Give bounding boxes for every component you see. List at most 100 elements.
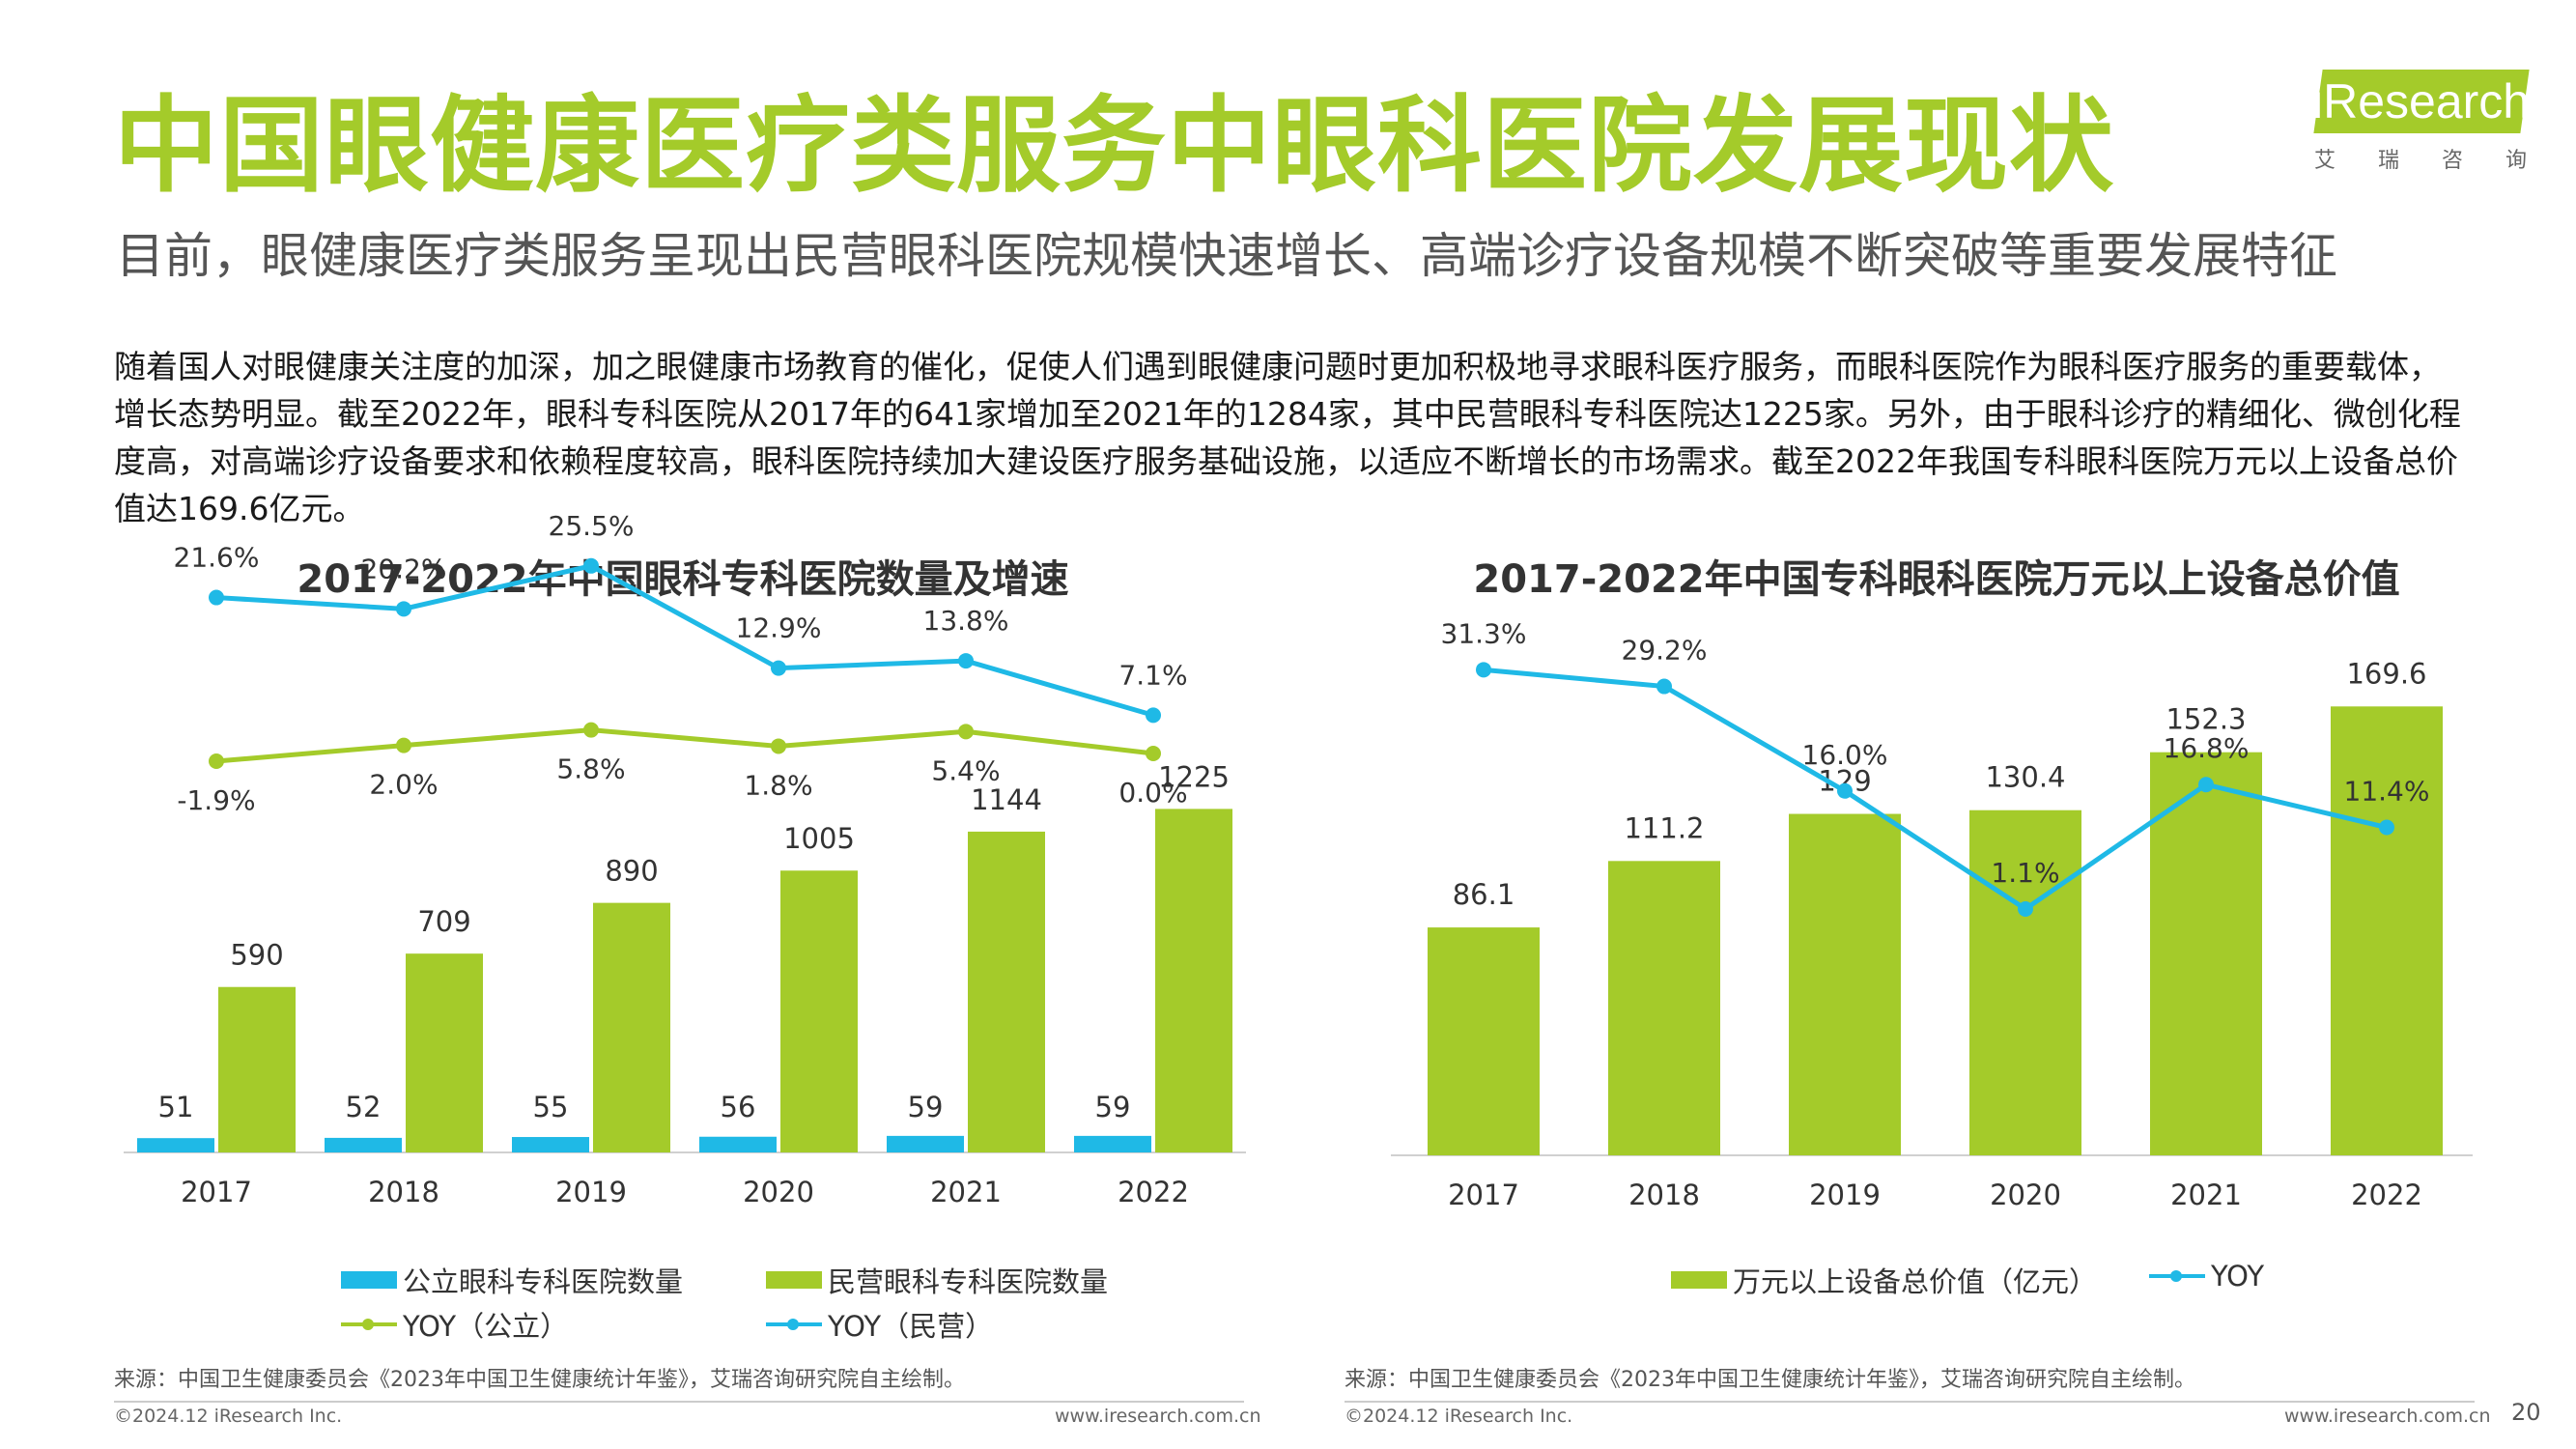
yoy-private-label: 25.5% bbox=[549, 510, 635, 542]
bar-public-2020 bbox=[699, 1136, 777, 1152]
logo-char: 咨 bbox=[2441, 149, 2463, 173]
bar-label-private: 1005 bbox=[783, 822, 855, 855]
bar-label-private: 1225 bbox=[1158, 760, 1230, 793]
bar-private-2020 bbox=[780, 870, 858, 1152]
legend-swatch bbox=[2149, 1267, 2205, 1285]
bar-public-2019 bbox=[512, 1137, 589, 1152]
footer-copyright: ©2024.12 iResearch Inc. bbox=[1345, 1406, 1573, 1427]
yoy-public-point bbox=[583, 722, 599, 738]
x-tick-label: 2017 bbox=[1448, 1179, 1519, 1211]
right-chart-title: 2017-2022年中国专科眼科医院万元以上设备总价值 bbox=[1473, 557, 2400, 602]
bar-private-2021 bbox=[968, 831, 1045, 1152]
yoy-label: 31.3% bbox=[1441, 617, 1527, 649]
footer-divider bbox=[1345, 1401, 2475, 1403]
legend-public-hospitals: 公立眼科专科医院数量 bbox=[341, 1260, 683, 1300]
legend-equipment-value: 万元以上设备总价值（亿元） bbox=[1671, 1260, 2097, 1300]
right-chart-source: 来源：中国卫生健康委员会《2023年中国卫生健康统计年鉴》，艾瑞咨询研究院自主绘… bbox=[1345, 1368, 2195, 1392]
yoy-public-label: 0.0% bbox=[1118, 777, 1187, 809]
legend-label: YOY bbox=[2211, 1260, 2265, 1293]
legend-yoy-private: YOY（民营） bbox=[766, 1304, 993, 1345]
bar-label-public: 59 bbox=[1095, 1091, 1131, 1123]
page-title: 中国眼健康医疗类服务中眼科医院发展现状 bbox=[114, 86, 2115, 207]
yoy-private-point bbox=[209, 589, 224, 606]
legend-swatch bbox=[341, 1316, 397, 1333]
legend-label: 民营眼科专科医院数量 bbox=[828, 1265, 1109, 1298]
bar-public-2018 bbox=[325, 1137, 402, 1152]
yoy-public-line bbox=[215, 727, 1154, 764]
legend-label: YOY（公立） bbox=[403, 1310, 569, 1343]
bar-label-public: 52 bbox=[346, 1091, 382, 1123]
bar-label-equipment: 111.2 bbox=[1624, 811, 1704, 844]
footer-copyright: ©2024.12 iResearch Inc. bbox=[114, 1406, 343, 1427]
yoy-public-point bbox=[396, 737, 411, 753]
yoy-point bbox=[2198, 777, 2214, 793]
bar-label-equipment: 130.4 bbox=[1985, 761, 2065, 794]
logo-wordmark: iResearch bbox=[2312, 74, 2531, 128]
bar-private-2019 bbox=[593, 902, 670, 1152]
bar-equipment-2018 bbox=[1608, 861, 1720, 1155]
legend-swatch bbox=[1671, 1271, 1727, 1289]
yoy-public-point bbox=[1146, 746, 1161, 761]
page-number: 20 bbox=[2511, 1399, 2541, 1426]
bar-label-private: 890 bbox=[605, 855, 658, 888]
legend-label: YOY（民营） bbox=[828, 1310, 994, 1343]
x-tick-label: 2020 bbox=[743, 1176, 814, 1208]
bar-label-private: 1144 bbox=[971, 783, 1042, 816]
bar-label-equipment: 169.6 bbox=[2346, 657, 2426, 690]
yoy-public-point bbox=[958, 724, 974, 740]
bar-label-equipment: 152.3 bbox=[2166, 703, 2246, 736]
footer-divider bbox=[114, 1401, 1244, 1403]
yoy-private-label: 12.9% bbox=[736, 612, 822, 644]
logo-char: 艾 bbox=[2314, 149, 2336, 173]
yoy-point bbox=[1837, 782, 1853, 799]
x-tick-label: 2022 bbox=[1118, 1176, 1189, 1208]
bar-label-public: 55 bbox=[533, 1091, 569, 1123]
yoy-label: 1.1% bbox=[1991, 857, 2059, 889]
footer-website: www.iresearch.com.cn bbox=[1055, 1406, 1261, 1427]
x-tick-label: 2019 bbox=[1809, 1179, 1881, 1211]
bar-private-2017 bbox=[218, 986, 296, 1152]
legend-swatch bbox=[341, 1271, 397, 1289]
x-tick-label: 2022 bbox=[2351, 1179, 2422, 1211]
legend-label: 公立眼科专科医院数量 bbox=[403, 1265, 684, 1298]
bar-equipment-2020 bbox=[1969, 810, 2081, 1155]
bar-label-public: 56 bbox=[721, 1091, 756, 1123]
yoy-private-label: 13.8% bbox=[923, 605, 1009, 637]
bar-private-2022 bbox=[1155, 809, 1232, 1152]
yoy-private-label: 21.6% bbox=[174, 542, 260, 574]
yoy-private-point bbox=[771, 660, 786, 676]
legend-swatch bbox=[766, 1271, 822, 1289]
yoy-private-point bbox=[396, 601, 411, 617]
yoy-private-point bbox=[1146, 707, 1161, 724]
yoy-point bbox=[1656, 678, 1672, 695]
yoy-label: 11.4% bbox=[2344, 776, 2430, 808]
legend-swatch bbox=[766, 1316, 822, 1333]
yoy-public-label: -1.9% bbox=[177, 784, 255, 816]
yoy-label: 16.8% bbox=[2164, 732, 2250, 764]
bar-equipment-2019 bbox=[1789, 813, 1901, 1155]
yoy-public-label: 5.4% bbox=[931, 754, 1000, 786]
bar-public-2021 bbox=[887, 1135, 964, 1152]
left-chart-source: 来源：中国卫生健康委员会《2023年中国卫生健康统计年鉴》，艾瑞咨询研究院自主绘… bbox=[114, 1368, 965, 1392]
x-tick-label: 2021 bbox=[2170, 1179, 2242, 1211]
x-tick-label: 2019 bbox=[555, 1176, 627, 1208]
yoy-private-point bbox=[958, 653, 974, 669]
legend-yoy: YOY bbox=[2149, 1260, 2264, 1293]
bar-label-private: 590 bbox=[230, 939, 283, 972]
yoy-private-line bbox=[215, 563, 1154, 718]
intro-paragraph: 随着国人对眼健康关注度的加深，加之眼健康市场教育的催化，促使人们遇到眼健康问题时… bbox=[114, 348, 2461, 527]
bar-label-public: 51 bbox=[158, 1091, 194, 1123]
yoy-point bbox=[2018, 900, 2033, 917]
bar-equipment-2022 bbox=[2331, 706, 2443, 1155]
yoy-private-label: 7.1% bbox=[1118, 659, 1187, 691]
yoy-public-label: 2.0% bbox=[369, 769, 438, 801]
x-tick-label: 2018 bbox=[1628, 1179, 1700, 1211]
yoy-public-label: 1.8% bbox=[744, 769, 812, 801]
logo-subtitle: 艾 瑞 咨 询 bbox=[2314, 143, 2527, 174]
iresearch-logo: iResearch 艾 瑞 咨 询 bbox=[2305, 64, 2531, 174]
legend-label: 万元以上设备总价值（亿元） bbox=[1733, 1265, 2098, 1298]
yoy-private-point bbox=[583, 557, 599, 574]
yoy-label: 16.0% bbox=[1802, 739, 1888, 771]
yoy-public-point bbox=[771, 738, 786, 754]
